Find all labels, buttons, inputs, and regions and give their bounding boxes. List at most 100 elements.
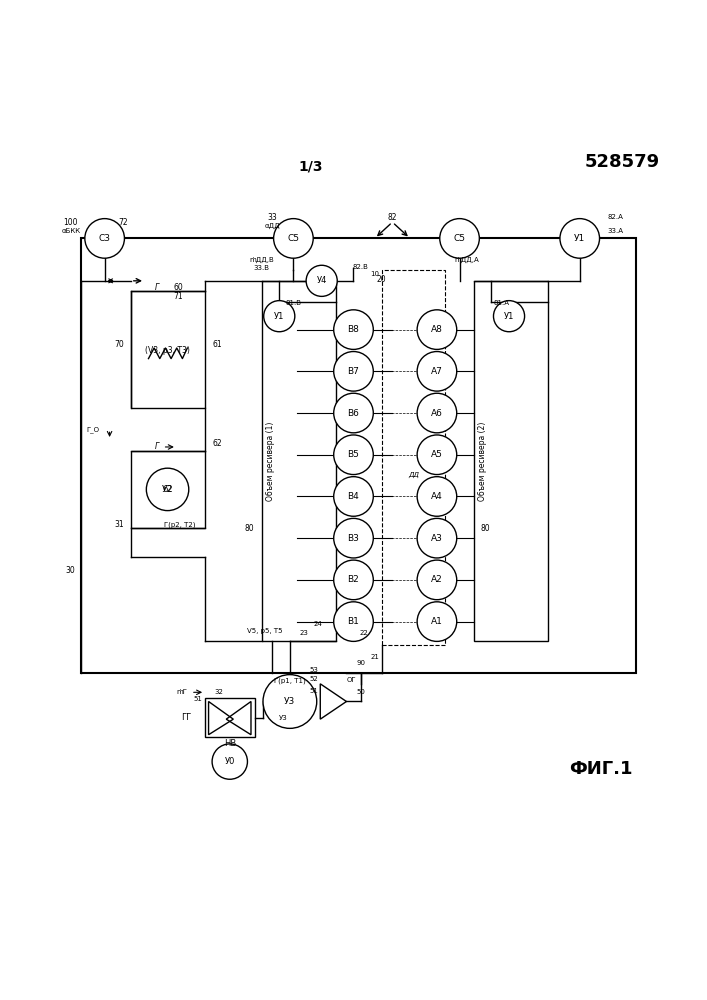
Text: 82: 82 bbox=[387, 213, 397, 222]
Text: B7: B7 bbox=[348, 367, 359, 376]
Circle shape bbox=[334, 435, 373, 475]
Text: 528579: 528579 bbox=[585, 153, 660, 171]
Text: У2: У2 bbox=[162, 485, 173, 494]
Text: ДД: ДД bbox=[408, 472, 419, 478]
Text: 33.A: 33.A bbox=[607, 228, 623, 234]
Text: 23: 23 bbox=[300, 630, 308, 636]
Text: 22: 22 bbox=[360, 630, 368, 636]
Text: 51: 51 bbox=[194, 696, 202, 702]
Circle shape bbox=[263, 675, 317, 728]
Text: У0: У0 bbox=[225, 757, 235, 766]
Text: B1: B1 bbox=[348, 617, 359, 626]
Text: У1: У1 bbox=[274, 312, 284, 321]
Text: B3: B3 bbox=[348, 534, 359, 543]
Text: Г_О: Г_О bbox=[86, 426, 99, 433]
Text: αБКК: αБКК bbox=[61, 228, 81, 234]
Circle shape bbox=[334, 560, 373, 600]
Bar bbox=[131, 291, 205, 408]
Text: С5: С5 bbox=[454, 234, 465, 243]
Text: 70: 70 bbox=[114, 340, 124, 349]
Circle shape bbox=[417, 352, 457, 391]
Text: НВ: НВ bbox=[223, 739, 236, 748]
Bar bbox=[474, 281, 548, 641]
Text: У3: У3 bbox=[279, 715, 287, 721]
Text: У1: У1 bbox=[504, 312, 514, 321]
Circle shape bbox=[417, 393, 457, 433]
Circle shape bbox=[334, 393, 373, 433]
Text: Г(p1, T1): Г(p1, T1) bbox=[274, 677, 305, 684]
Circle shape bbox=[417, 602, 457, 641]
Text: A4: A4 bbox=[431, 492, 443, 501]
Circle shape bbox=[306, 265, 337, 296]
Text: С5: С5 bbox=[288, 234, 299, 243]
Text: 51: 51 bbox=[310, 688, 318, 694]
Text: ṁГ: ṁГ bbox=[177, 689, 187, 695]
Text: 52: 52 bbox=[310, 676, 318, 682]
Text: 30: 30 bbox=[66, 566, 76, 575]
Text: 32: 32 bbox=[215, 689, 223, 695]
Circle shape bbox=[417, 310, 457, 349]
Circle shape bbox=[334, 352, 373, 391]
Text: Объем ресивера (2): Объем ресивера (2) bbox=[478, 421, 486, 501]
Circle shape bbox=[417, 435, 457, 475]
Text: 81.B: 81.B bbox=[286, 300, 301, 306]
Circle shape bbox=[146, 468, 189, 511]
Circle shape bbox=[85, 219, 124, 258]
Text: V5, p5, T5: V5, p5, T5 bbox=[247, 628, 283, 634]
Text: 33.B: 33.B bbox=[254, 265, 269, 271]
Text: 80: 80 bbox=[481, 524, 491, 533]
Circle shape bbox=[417, 477, 457, 516]
Text: A1: A1 bbox=[431, 617, 443, 626]
Text: 20: 20 bbox=[377, 275, 387, 284]
Text: 24: 24 bbox=[314, 621, 322, 627]
Text: B2: B2 bbox=[348, 575, 359, 584]
Text: 71: 71 bbox=[173, 292, 183, 301]
Circle shape bbox=[334, 310, 373, 349]
Bar bbox=[262, 281, 336, 641]
Text: 72: 72 bbox=[118, 218, 128, 227]
Circle shape bbox=[274, 219, 313, 258]
Text: αДД: αДД bbox=[264, 223, 280, 229]
Text: 33: 33 bbox=[267, 213, 277, 222]
Bar bbox=[81, 238, 636, 673]
Text: 10: 10 bbox=[370, 271, 379, 277]
Text: 100: 100 bbox=[64, 218, 78, 227]
Circle shape bbox=[334, 518, 373, 558]
Circle shape bbox=[417, 560, 457, 600]
Text: A7: A7 bbox=[431, 367, 443, 376]
Text: ṁДД,В: ṁДД,В bbox=[249, 257, 274, 263]
Text: У4: У4 bbox=[317, 276, 327, 285]
Text: ОГ: ОГ bbox=[346, 677, 356, 683]
Text: ФИГ.1: ФИГ.1 bbox=[569, 760, 633, 778]
Text: У3: У3 bbox=[284, 697, 296, 706]
Bar bbox=[131, 451, 205, 528]
Text: 60: 60 bbox=[173, 283, 183, 292]
Circle shape bbox=[560, 219, 600, 258]
Text: B8: B8 bbox=[348, 325, 359, 334]
Text: Г(p2, T2): Г(p2, T2) bbox=[164, 521, 196, 528]
Circle shape bbox=[334, 602, 373, 641]
Text: 1/3: 1/3 bbox=[299, 159, 323, 173]
Circle shape bbox=[264, 301, 295, 332]
Text: B6: B6 bbox=[348, 409, 359, 418]
Circle shape bbox=[212, 744, 247, 779]
Text: 61: 61 bbox=[212, 340, 222, 349]
Circle shape bbox=[440, 219, 479, 258]
Text: A5: A5 bbox=[431, 450, 443, 459]
Text: A6: A6 bbox=[431, 409, 443, 418]
Text: 82.B: 82.B bbox=[353, 264, 368, 270]
Text: 53: 53 bbox=[310, 667, 318, 673]
Text: 62: 62 bbox=[212, 439, 222, 448]
Text: Г: Г bbox=[155, 283, 159, 292]
Text: 81.A: 81.A bbox=[494, 300, 510, 306]
Circle shape bbox=[417, 518, 457, 558]
Circle shape bbox=[493, 301, 525, 332]
Text: 50: 50 bbox=[356, 689, 365, 695]
Bar bbox=[382, 270, 445, 645]
Text: B5: B5 bbox=[348, 450, 359, 459]
Text: 31: 31 bbox=[114, 520, 124, 529]
Text: A2: A2 bbox=[431, 575, 443, 584]
Text: ṁДД,А: ṁДД,А bbox=[454, 257, 479, 263]
Text: Г: Г bbox=[155, 442, 159, 451]
Text: B4: B4 bbox=[348, 492, 359, 501]
